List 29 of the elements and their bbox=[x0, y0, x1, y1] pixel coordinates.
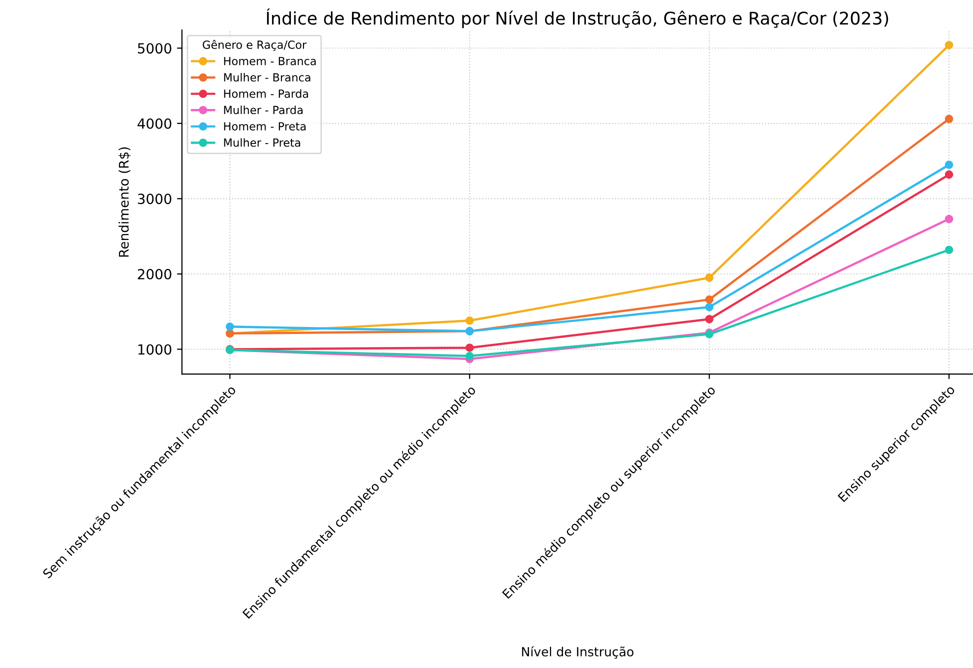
point bbox=[465, 352, 474, 360]
point bbox=[944, 214, 954, 224]
y-tick-label: 4000 bbox=[138, 118, 172, 129]
point bbox=[944, 170, 954, 179]
y-tick-label: 1000 bbox=[138, 344, 172, 355]
point bbox=[465, 316, 474, 325]
legend-label: Homem - Branca bbox=[224, 56, 316, 66]
y-axis-title: Rendimento (R$) bbox=[118, 147, 131, 257]
point bbox=[705, 295, 714, 304]
point bbox=[705, 302, 714, 312]
legend-label: Homem - Preta bbox=[224, 122, 306, 130]
y-tick-label: 2000 bbox=[138, 268, 172, 280]
point bbox=[944, 114, 954, 124]
point bbox=[226, 322, 234, 331]
legend-label: Mulher - Branca bbox=[224, 72, 310, 82]
point bbox=[944, 40, 954, 50]
chart-title: Índice de Rendimento por Nível de Instrução, Gênero e Raça/Cor (2023) bbox=[266, 8, 888, 28]
legend-label: Mulher - Preta bbox=[224, 138, 300, 147]
legend-label: Homem - Parda bbox=[224, 89, 308, 98]
x-axis-title: Nível de Instrução bbox=[522, 646, 634, 659]
point bbox=[944, 246, 954, 254]
point bbox=[705, 274, 714, 282]
y-tick-label: 5000 bbox=[138, 43, 172, 54]
legend-title: Gênero e Raça/Cor bbox=[202, 40, 307, 51]
point bbox=[465, 344, 474, 352]
legend-label: Mulher - Parda bbox=[224, 106, 303, 114]
point bbox=[944, 160, 954, 169]
point bbox=[705, 314, 714, 324]
y-tick-label: 3000 bbox=[138, 194, 172, 204]
